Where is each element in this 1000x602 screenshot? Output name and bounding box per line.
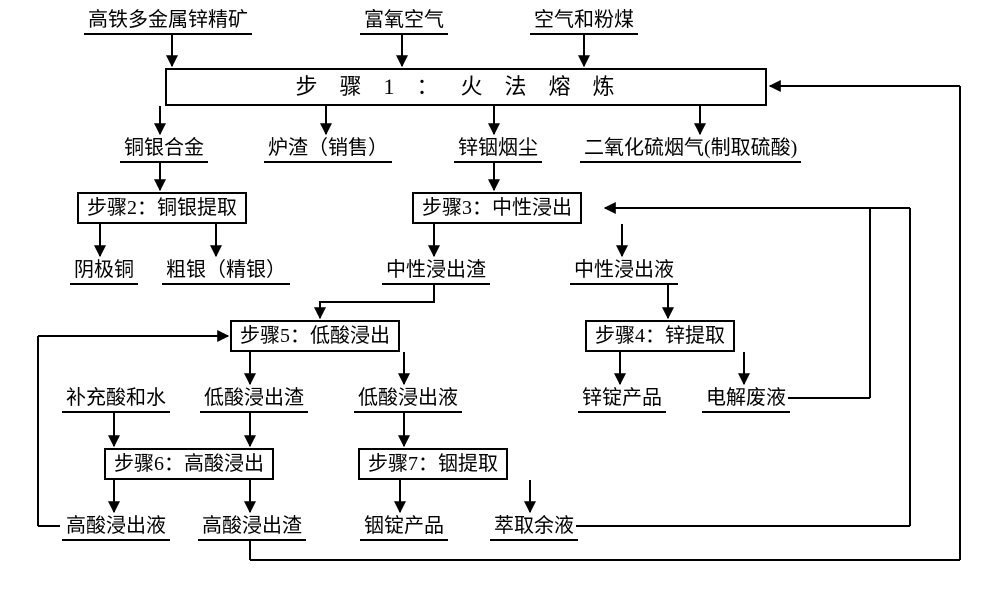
output-cathode-cu: 阴极铜 <box>70 258 138 285</box>
low-acid-liquor: 低酸浸出液 <box>354 386 462 413</box>
output-crude-ag: 粗银（精银） <box>162 258 290 285</box>
in-ingot: 铟锭产品 <box>360 514 448 541</box>
input-oxygen: 富氧空气 <box>360 8 448 35</box>
supplement-acid-water: 补充酸和水 <box>62 386 170 413</box>
electrolyte-waste: 电解废液 <box>702 386 790 413</box>
step-1: 步骤1：火法熔炼 <box>165 68 767 106</box>
output-slag: 炉渣（销售） <box>264 136 392 163</box>
zn-ingot: 锌锭产品 <box>578 386 666 413</box>
step-7: 步骤7：铟提取 <box>358 448 508 480</box>
step-6: 步骤6：高酸浸出 <box>104 448 274 480</box>
output-neutral-liquor: 中性浸出液 <box>570 258 678 285</box>
input-ore: 高铁多金属锌精矿 <box>84 8 252 35</box>
raffinate: 萃取余液 <box>490 514 578 541</box>
output-cuag-alloy: 铜银合金 <box>120 136 208 163</box>
output-so2: 二氧化硫烟气(制取硫酸) <box>580 136 801 163</box>
high-acid-liquor: 高酸浸出液 <box>62 514 170 541</box>
step-5: 步骤5：低酸浸出 <box>230 320 400 352</box>
step-2: 步骤2：铜银提取 <box>77 192 247 224</box>
output-znin-dust: 锌铟烟尘 <box>454 136 542 163</box>
step-3: 步骤3：中性浸出 <box>412 192 582 224</box>
output-neutral-residue: 中性浸出渣 <box>382 258 490 285</box>
input-coal: 空气和粉煤 <box>530 8 638 35</box>
low-acid-residue: 低酸浸出渣 <box>200 386 308 413</box>
high-acid-residue: 高酸浸出渣 <box>198 514 306 541</box>
step-4: 步骤4：锌提取 <box>585 320 735 352</box>
